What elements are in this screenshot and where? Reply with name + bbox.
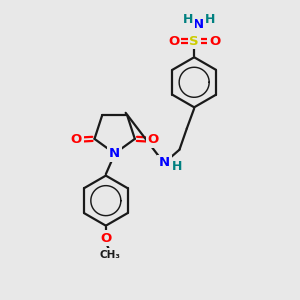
Text: O: O (70, 133, 82, 146)
Text: N: N (193, 18, 204, 32)
Text: H: H (172, 160, 182, 173)
Text: S: S (189, 34, 199, 48)
Text: N: N (159, 157, 170, 169)
Text: O: O (209, 34, 220, 48)
Text: O: O (148, 133, 159, 146)
Text: N: N (109, 147, 120, 160)
Text: CH₃: CH₃ (100, 250, 121, 260)
Text: H: H (205, 14, 215, 26)
Text: H: H (183, 14, 194, 26)
Text: O: O (100, 232, 112, 244)
Text: O: O (168, 34, 179, 48)
